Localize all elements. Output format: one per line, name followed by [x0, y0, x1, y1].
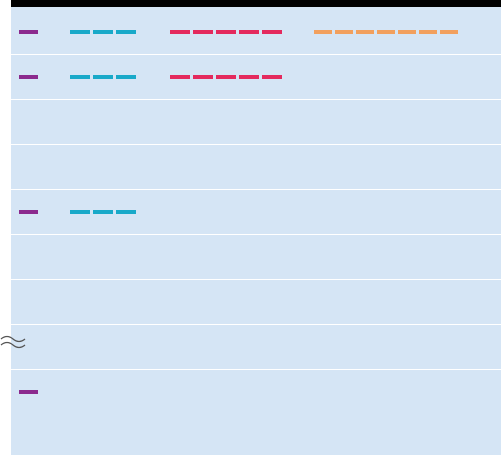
dash-segment-group-3 — [193, 75, 213, 79]
diagram-row — [11, 190, 501, 235]
dash-segment-group-2 — [116, 30, 136, 34]
diagram-row — [11, 100, 501, 145]
dash-segment-group-3 — [170, 75, 190, 79]
dash-segment-group-3 — [193, 30, 213, 34]
dash-segment-group-3 — [216, 75, 236, 79]
dash-segment-group-4 — [314, 30, 332, 34]
dash-segment-group-3 — [239, 75, 259, 79]
diagram-row — [11, 235, 501, 280]
row-divider — [11, 234, 501, 235]
dash-segment-group-1 — [19, 75, 38, 79]
dash-segment-group-4 — [419, 30, 437, 34]
dash-segment-group-3 — [239, 30, 259, 34]
row-divider — [11, 279, 501, 280]
dash-segment-group-2 — [70, 30, 90, 34]
dash-segment-group-2 — [93, 210, 113, 214]
dash-segment-group-1 — [19, 390, 38, 394]
dash-segment-group-4 — [335, 30, 353, 34]
row-divider — [11, 144, 501, 145]
row-divider — [11, 369, 501, 370]
dash-segment-group-4 — [440, 30, 458, 34]
diagram-panel — [11, 0, 501, 455]
diagram-row — [11, 145, 501, 190]
dash-segment-group-3 — [216, 30, 236, 34]
row-divider — [11, 324, 501, 325]
approx-equal-break-icon — [0, 335, 26, 349]
dash-segment-group-3 — [262, 75, 282, 79]
row-divider — [11, 54, 501, 55]
dash-segment-group-2 — [116, 210, 136, 214]
dash-segment-group-4 — [356, 30, 374, 34]
dash-segment-group-4 — [377, 30, 395, 34]
diagram-row — [11, 55, 501, 100]
dash-segment-group-2 — [70, 75, 90, 79]
diagram-row — [11, 10, 501, 55]
diagram-row — [11, 325, 501, 370]
dash-segment-group-3 — [262, 30, 282, 34]
dash-segment-group-1 — [19, 210, 38, 214]
dash-segment-group-2 — [70, 210, 90, 214]
dash-segment-group-4 — [398, 30, 416, 34]
row-divider — [11, 189, 501, 190]
dash-segment-group-3 — [170, 30, 190, 34]
row-divider — [11, 99, 501, 100]
dash-segment-group-2 — [93, 30, 113, 34]
diagram-row — [11, 280, 501, 325]
dash-segment-group-2 — [116, 75, 136, 79]
dash-segment-group-2 — [93, 75, 113, 79]
diagram-row — [11, 370, 501, 415]
dash-segment-group-1 — [19, 30, 38, 34]
